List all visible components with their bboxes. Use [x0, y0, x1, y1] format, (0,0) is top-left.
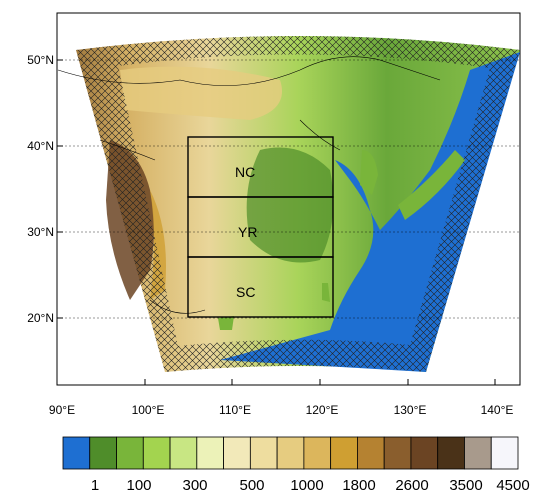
colorbar-swatch: [357, 436, 385, 470]
colorbar-swatch: [464, 436, 492, 470]
colorbar-swatch: [437, 436, 465, 470]
colorbar-label-1000: 1000: [290, 477, 323, 494]
colorbar: [62, 436, 519, 470]
lat-ticks: 50°N 40°N 30°N 20°N: [27, 53, 63, 325]
korea: [360, 150, 378, 195]
lon-label-140: 140°E: [481, 403, 514, 417]
colorbar-swatch: [62, 436, 91, 470]
colorbar-swatch: [116, 436, 144, 470]
taiwan: [322, 283, 330, 302]
lat-label-50: 50°N: [27, 53, 54, 67]
lon-label-90: 90°E: [49, 403, 75, 417]
colorbar-swatch: [169, 436, 198, 470]
colorbar-swatch: [89, 436, 117, 470]
colorbar-label-1: 1: [91, 477, 99, 494]
colorbar-label-100: 100: [126, 477, 151, 494]
colorbar-swatch: [490, 436, 519, 470]
colorbar-swatch: [142, 436, 171, 470]
colorbar-swatch: [410, 436, 439, 470]
lat-label-30: 30°N: [27, 225, 54, 239]
japan: [398, 150, 465, 220]
colorbar-swatch: [383, 436, 412, 470]
lon-label-100: 100°E: [132, 403, 165, 417]
colorbar-label-2600: 2600: [395, 477, 428, 494]
colorbar-swatch: [223, 436, 251, 470]
hainan: [218, 316, 234, 330]
colorbar-swatch: [276, 436, 305, 470]
east-lowland: [246, 147, 334, 263]
country-borders: [57, 56, 441, 314]
lon-label-130: 130°E: [394, 403, 427, 417]
colorbar-swatch: [196, 436, 224, 470]
grid-lines: [57, 59, 520, 319]
lon-label-110: 110°E: [219, 403, 251, 417]
colorbar-labels: 1 100 300 500 1000 1800 2600 3500 4500: [91, 477, 530, 494]
north-terrain: [120, 66, 282, 120]
region-label-nc: NC: [235, 164, 255, 180]
colorbar-swatch: [330, 436, 358, 470]
colorbar-label-4500: 4500: [496, 477, 529, 494]
region-label-yr: YR: [238, 224, 257, 240]
region-label-sc: SC: [236, 284, 255, 300]
colorbar-label-1800: 1800: [342, 477, 375, 494]
colorbar-label-500: 500: [239, 477, 264, 494]
lon-ticks: 90°E 100°E 110°E 120°E 130°E 140°E: [49, 379, 513, 417]
colorbar-swatch: [249, 436, 278, 470]
lat-label-20: 20°N: [27, 311, 54, 325]
colorbar-label-3500: 3500: [449, 477, 482, 494]
lat-label-40: 40°N: [27, 139, 54, 153]
region-box-sc: [187, 256, 334, 318]
lon-label-120: 120°E: [306, 403, 339, 417]
colorbar-swatch: [303, 436, 332, 470]
map-body: [57, 36, 520, 372]
colorbar-label-300: 300: [182, 477, 207, 494]
analysis-regions: [187, 136, 334, 318]
